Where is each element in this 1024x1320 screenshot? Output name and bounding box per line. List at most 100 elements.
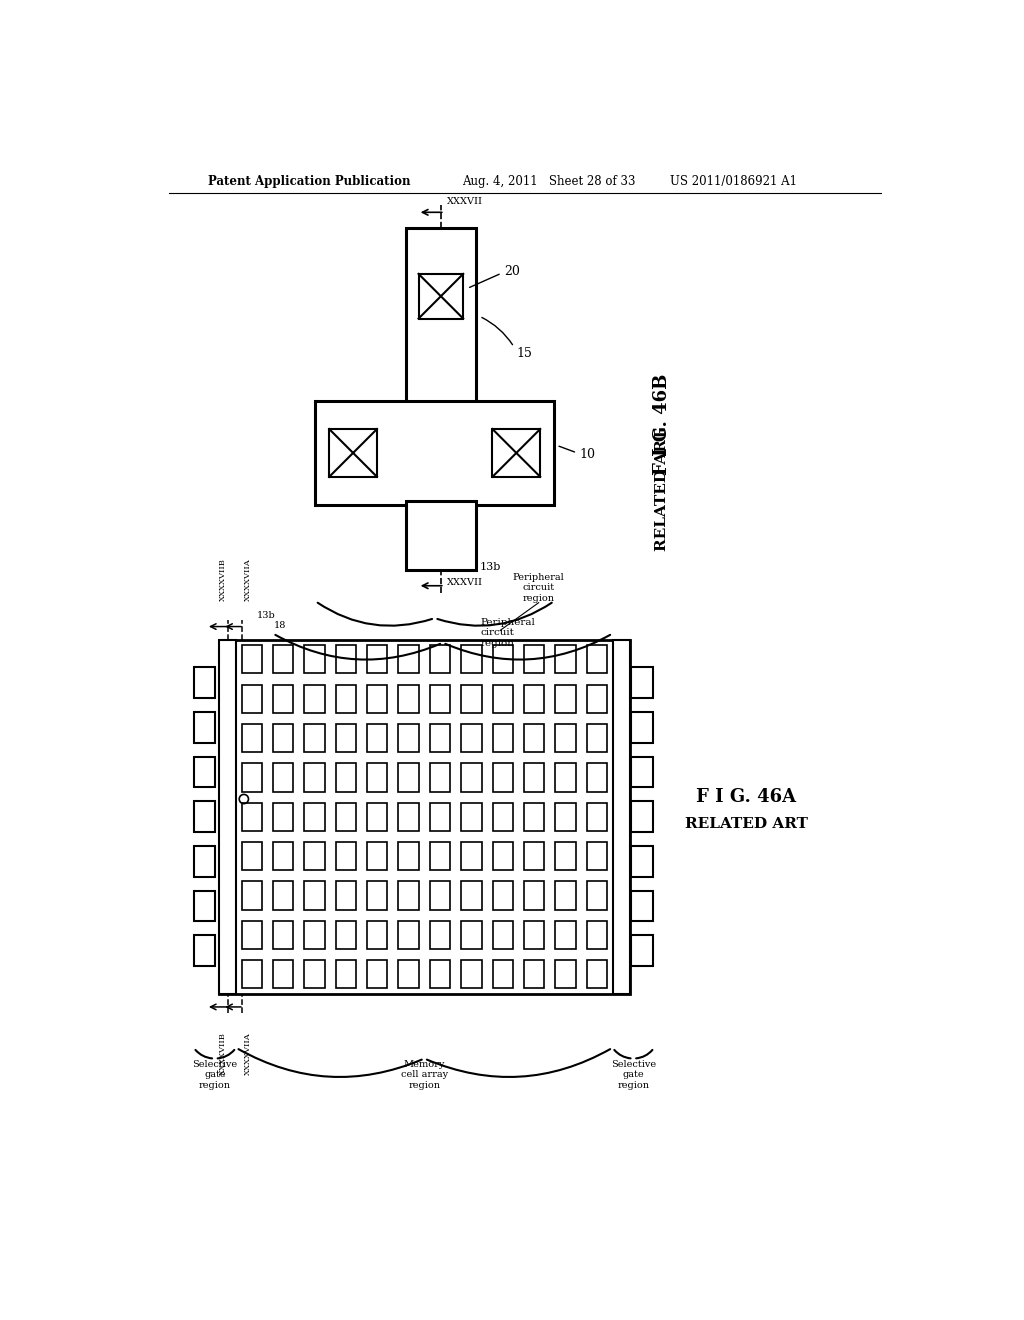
- Bar: [304, 920, 325, 949]
- Bar: [194, 801, 215, 832]
- Bar: [555, 920, 575, 949]
- Bar: [555, 960, 575, 989]
- Text: 18: 18: [273, 622, 287, 630]
- Bar: [336, 920, 356, 949]
- Text: Selective
gate
region: Selective gate region: [610, 1060, 656, 1090]
- Bar: [304, 882, 325, 909]
- Bar: [587, 842, 607, 870]
- Bar: [555, 882, 575, 909]
- Text: F I G. 46A: F I G. 46A: [696, 788, 797, 807]
- Bar: [273, 842, 293, 870]
- Text: Patent Application Publication: Patent Application Publication: [208, 176, 410, 187]
- Bar: [430, 882, 451, 909]
- Text: RELATED ART: RELATED ART: [685, 817, 808, 832]
- Bar: [461, 920, 481, 949]
- Bar: [430, 645, 451, 673]
- Bar: [219, 640, 237, 994]
- Bar: [367, 763, 387, 792]
- Bar: [398, 842, 419, 870]
- Bar: [242, 723, 262, 752]
- Bar: [407, 228, 475, 405]
- Text: 10: 10: [580, 447, 596, 461]
- Bar: [493, 960, 513, 989]
- Bar: [242, 803, 262, 830]
- Bar: [367, 842, 387, 870]
- Bar: [461, 685, 481, 713]
- Bar: [493, 645, 513, 673]
- Text: XXXXVIIA: XXXXVIIA: [244, 558, 252, 601]
- Bar: [461, 803, 481, 830]
- Text: XXXVII: XXXVII: [447, 197, 483, 206]
- Bar: [461, 723, 481, 752]
- Bar: [336, 763, 356, 792]
- Bar: [587, 723, 607, 752]
- Text: 13b: 13b: [479, 561, 501, 572]
- Bar: [398, 882, 419, 909]
- Text: XXXXVIIA: XXXXVIIA: [244, 1032, 252, 1074]
- Bar: [336, 960, 356, 989]
- Bar: [336, 882, 356, 909]
- Text: 15: 15: [516, 347, 532, 360]
- Bar: [631, 891, 652, 921]
- Bar: [336, 842, 356, 870]
- Bar: [336, 723, 356, 752]
- Bar: [242, 920, 262, 949]
- Bar: [524, 960, 545, 989]
- Bar: [493, 882, 513, 909]
- Bar: [524, 842, 545, 870]
- Bar: [398, 920, 419, 949]
- Bar: [219, 640, 630, 994]
- Bar: [367, 882, 387, 909]
- Bar: [524, 723, 545, 752]
- Bar: [304, 685, 325, 713]
- Bar: [194, 668, 215, 698]
- Bar: [430, 723, 451, 752]
- Bar: [242, 685, 262, 713]
- Text: RELATED ART: RELATED ART: [655, 428, 669, 550]
- Bar: [194, 891, 215, 921]
- Bar: [273, 882, 293, 909]
- Bar: [555, 763, 575, 792]
- Bar: [493, 842, 513, 870]
- Bar: [524, 803, 545, 830]
- Bar: [398, 763, 419, 792]
- Bar: [242, 645, 262, 673]
- Bar: [273, 723, 293, 752]
- Bar: [367, 803, 387, 830]
- Bar: [631, 936, 652, 966]
- Bar: [430, 920, 451, 949]
- Bar: [398, 960, 419, 989]
- Bar: [430, 763, 451, 792]
- Text: Memory
cell array
region: Memory cell array region: [400, 1060, 447, 1090]
- Text: Peripheral
circuit
region: Peripheral circuit region: [481, 618, 536, 648]
- Bar: [304, 960, 325, 989]
- Bar: [304, 803, 325, 830]
- Bar: [304, 645, 325, 673]
- Bar: [398, 723, 419, 752]
- Bar: [461, 960, 481, 989]
- Bar: [430, 960, 451, 989]
- Text: Aug. 4, 2011   Sheet 28 of 33: Aug. 4, 2011 Sheet 28 of 33: [462, 176, 635, 187]
- Bar: [587, 803, 607, 830]
- Bar: [336, 685, 356, 713]
- Text: 20: 20: [504, 265, 520, 279]
- Bar: [315, 401, 554, 506]
- Text: Peripheral
circuit
region: Peripheral circuit region: [513, 573, 564, 603]
- Bar: [524, 882, 545, 909]
- Bar: [419, 275, 463, 318]
- Bar: [555, 645, 575, 673]
- Bar: [493, 763, 513, 792]
- Bar: [587, 920, 607, 949]
- Bar: [194, 756, 215, 788]
- Bar: [194, 846, 215, 876]
- Text: XXXVII: XXXVII: [447, 578, 483, 587]
- Bar: [587, 960, 607, 989]
- Bar: [631, 668, 652, 698]
- Bar: [273, 803, 293, 830]
- Bar: [367, 920, 387, 949]
- Bar: [242, 763, 262, 792]
- Bar: [524, 763, 545, 792]
- Bar: [407, 502, 475, 570]
- Text: 13b: 13b: [257, 611, 275, 619]
- Bar: [336, 803, 356, 830]
